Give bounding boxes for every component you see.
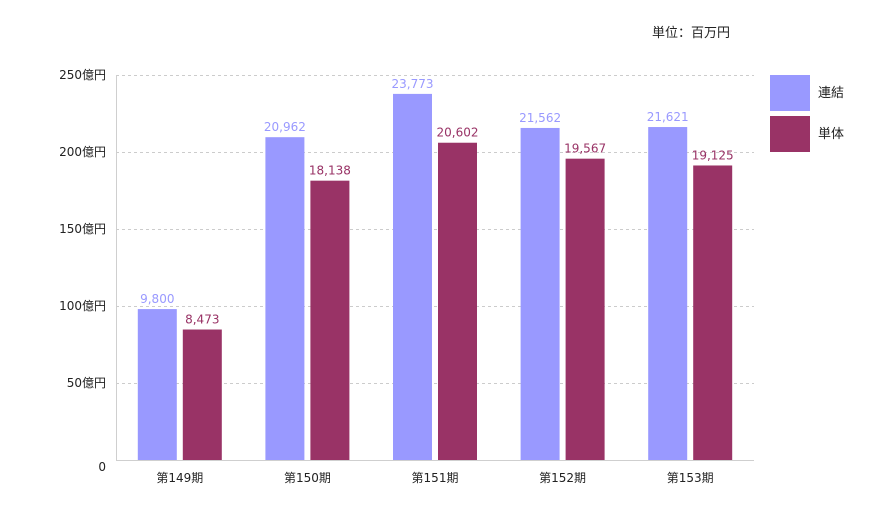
bar-consolidated <box>265 137 305 461</box>
bar-standalone <box>310 180 350 460</box>
x-tick-label: 第152期 <box>539 471 586 485</box>
x-tick-label: 第153期 <box>667 471 714 485</box>
data-label: 19,567 <box>564 142 606 156</box>
y-tick-label: 100億円 <box>59 299 106 313</box>
legend-label: 連結 <box>818 86 844 101</box>
bar-consolidated <box>648 127 688 461</box>
data-label: 20,962 <box>264 120 306 134</box>
bar-consolidated <box>520 127 560 461</box>
x-tick-label: 第151期 <box>412 471 459 485</box>
bar-standalone <box>438 142 477 461</box>
data-label: 9,800 <box>140 292 174 306</box>
y-tick-label: 50億円 <box>67 376 106 390</box>
bar-standalone <box>565 158 605 460</box>
data-label: 21,562 <box>519 111 561 125</box>
data-label: 19,125 <box>692 148 734 162</box>
bar-consolidated <box>393 93 432 460</box>
data-label: 21,621 <box>647 110 689 124</box>
bar-standalone <box>182 329 222 460</box>
legend-swatch-consolidated <box>770 75 810 111</box>
y-tick-label: 200億円 <box>59 145 106 159</box>
data-label: 8,473 <box>185 313 219 327</box>
data-label: 20,602 <box>437 126 479 140</box>
legend-swatch-standalone <box>770 116 810 152</box>
data-label: 23,773 <box>392 77 434 91</box>
x-tick-label: 第150期 <box>284 471 331 485</box>
y-tick-label: 0 <box>98 460 106 474</box>
bar-standalone <box>693 165 733 460</box>
y-tick-label: 150億円 <box>59 222 106 236</box>
x-tick-label: 第149期 <box>156 471 203 485</box>
legend-label: 単体 <box>818 126 844 142</box>
y-tick-label: 250億円 <box>59 68 106 82</box>
bar-consolidated <box>137 309 177 460</box>
data-label: 18,138 <box>309 164 351 178</box>
unit-note: 単位：百万円 <box>652 26 731 41</box>
